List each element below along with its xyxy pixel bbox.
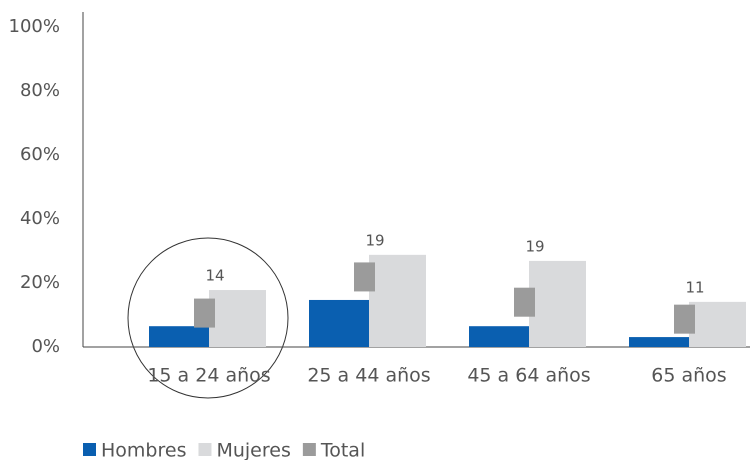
bar (689, 301, 746, 347)
y-tick-label: 40% (20, 208, 60, 229)
legend-swatch (83, 443, 96, 456)
data-label: 11 (685, 278, 704, 296)
legend-label: Mujeres (216, 440, 290, 460)
bar (469, 326, 529, 347)
bar (529, 260, 586, 347)
total-marker (514, 287, 535, 317)
bar (209, 290, 266, 347)
y-tick-label: 20% (20, 272, 60, 293)
data-label: 19 (365, 231, 384, 249)
y-tick-label: 100% (9, 16, 60, 37)
total-marker (194, 298, 215, 328)
x-tick-label: 45 a 64 años (467, 365, 590, 387)
highlight-circle (127, 237, 289, 399)
y-tick-label: 0% (31, 336, 60, 357)
data-label: 19 (525, 237, 544, 255)
total-marker (674, 304, 695, 334)
total-marker (354, 262, 375, 292)
data-label: 14 (205, 267, 224, 285)
x-tick-label: 25 a 44 años (307, 365, 430, 387)
legend-label: Hombres (101, 440, 186, 460)
legend-swatch (302, 443, 316, 456)
bar (149, 326, 209, 347)
legend-swatch (198, 443, 212, 456)
x-tick-label: 15 a 24 años (147, 365, 270, 387)
bar (629, 337, 689, 347)
y-tick-label: 80% (20, 80, 60, 101)
bar (309, 299, 369, 347)
bar (369, 254, 426, 347)
x-tick-label: 65 años (651, 365, 726, 387)
legend-label: Total (320, 440, 365, 460)
y-tick-label: 60% (20, 144, 60, 165)
